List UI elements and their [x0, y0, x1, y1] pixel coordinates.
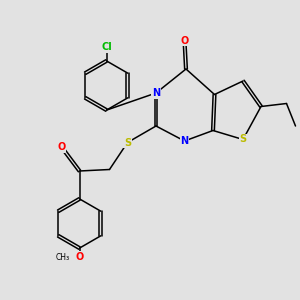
Text: S: S — [124, 137, 131, 148]
Text: N: N — [152, 88, 160, 98]
Text: S: S — [239, 134, 247, 145]
Text: O: O — [180, 35, 189, 46]
Text: N: N — [180, 136, 189, 146]
Text: O: O — [75, 252, 84, 262]
Text: CH₃: CH₃ — [56, 253, 70, 262]
Text: Cl: Cl — [101, 42, 112, 52]
Text: O: O — [57, 142, 66, 152]
